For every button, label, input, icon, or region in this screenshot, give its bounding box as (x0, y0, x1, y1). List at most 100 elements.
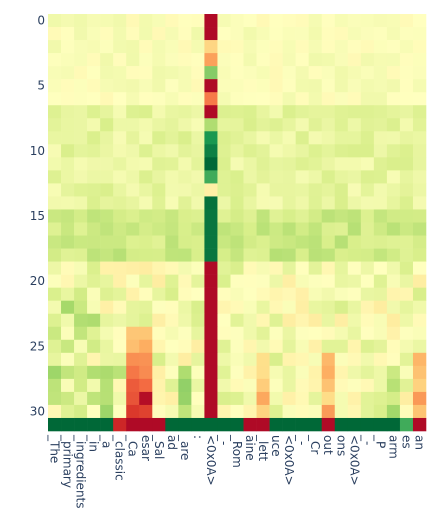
heatmap-cell (126, 196, 140, 210)
heatmap-cell (334, 183, 349, 197)
heatmap-cell (399, 105, 414, 119)
heatmap-cell (360, 170, 375, 184)
heatmap-cell (230, 222, 244, 236)
heatmap-cell (217, 326, 231, 341)
heatmap-cell (399, 378, 414, 393)
heatmap-cell (243, 118, 257, 132)
heatmap-cell (295, 378, 309, 393)
heatmap-cell (230, 27, 244, 41)
heatmap-cell (152, 248, 166, 262)
heatmap-cell (74, 131, 88, 145)
heatmap-cell (191, 27, 205, 41)
heatmap-cell (256, 274, 270, 288)
heatmap-cell (113, 209, 127, 223)
heatmap-cell (126, 417, 140, 432)
heatmap-cell (282, 300, 296, 315)
heatmap-cells (48, 14, 427, 432)
heatmap-cell (243, 144, 257, 158)
heatmap-cell (399, 92, 414, 106)
heatmap-cell (399, 274, 414, 288)
heatmap-cell (412, 209, 427, 223)
heatmap-cell (165, 274, 179, 288)
heatmap-cell (386, 274, 401, 288)
heatmap-cell (100, 79, 114, 93)
heatmap-cell (126, 404, 140, 419)
heatmap-cell (204, 274, 218, 288)
heatmap-cell (360, 79, 375, 93)
heatmap-cell (178, 14, 192, 28)
heatmap-cell (178, 326, 192, 341)
heatmap-cell (295, 53, 309, 67)
heatmap-cell (139, 157, 153, 171)
heatmap-cell (165, 287, 179, 301)
heatmap-cell (61, 92, 75, 106)
heatmap-cell (256, 144, 270, 158)
heatmap-cell (386, 118, 401, 132)
heatmap-cell (100, 27, 114, 41)
heatmap-cell (74, 248, 88, 262)
heatmap-cell (126, 53, 140, 67)
heatmap-cell (386, 391, 401, 406)
heatmap-cell (334, 326, 349, 341)
heatmap-cell (360, 92, 375, 106)
heatmap-cell (321, 417, 336, 432)
heatmap-cell (282, 313, 296, 328)
heatmap-cell (321, 326, 336, 341)
heatmap-cell (386, 27, 401, 41)
heatmap-cell (386, 14, 401, 28)
heatmap-cell (412, 92, 427, 106)
heatmap-cell (308, 274, 323, 288)
heatmap-cell (74, 79, 88, 93)
heatmap-cell (256, 248, 270, 262)
heatmap-cell (308, 170, 323, 184)
heatmap-cell (113, 118, 127, 132)
heatmap-cell (230, 339, 244, 354)
heatmap-cell (412, 391, 427, 406)
heatmap-cell (295, 339, 309, 354)
heatmap-cell (139, 378, 153, 393)
heatmap-cell (204, 196, 218, 210)
heatmap-cell (113, 222, 127, 236)
heatmap-cell (373, 105, 388, 119)
heatmap-cell (412, 235, 427, 249)
heatmap-cell (87, 66, 101, 80)
heatmap-cell (113, 300, 127, 315)
heatmap-cell (243, 261, 257, 275)
heatmap-cell (412, 40, 427, 54)
heatmap-cell (48, 300, 62, 315)
heatmap-cell (165, 352, 179, 367)
heatmap-cell (243, 235, 257, 249)
heatmap-cell (412, 365, 427, 380)
heatmap-cell (282, 196, 296, 210)
heatmap-cell (152, 274, 166, 288)
heatmap-cell (100, 404, 114, 419)
heatmap-cell (191, 300, 205, 315)
heatmap-cell (308, 300, 323, 315)
heatmap-cell (347, 339, 362, 354)
heatmap-cell (269, 66, 283, 80)
heatmap-cell (87, 339, 101, 354)
heatmap-cell (48, 365, 62, 380)
heatmap-cell (282, 131, 296, 145)
heatmap-cell (87, 287, 101, 301)
heatmap-cell (269, 404, 283, 419)
heatmap-cell (165, 365, 179, 380)
heatmap-cell (256, 53, 270, 67)
heatmap-cell (386, 300, 401, 315)
heatmap-cell (360, 222, 375, 236)
heatmap-cell (282, 14, 296, 28)
heatmap-cell (74, 417, 88, 432)
heatmap-cell (347, 378, 362, 393)
heatmap-cell (87, 274, 101, 288)
heatmap-cell (165, 40, 179, 54)
heatmap-cell (373, 300, 388, 315)
heatmap-cell (334, 274, 349, 288)
heatmap-cell (204, 209, 218, 223)
heatmap-cell (126, 183, 140, 197)
heatmap-cell (360, 404, 375, 419)
heatmap-cell (87, 14, 101, 28)
heatmap-cell (126, 157, 140, 171)
x-tick-label: aine (243, 435, 257, 461)
heatmap-cell (321, 209, 336, 223)
x-tick-label: arm (386, 435, 400, 459)
